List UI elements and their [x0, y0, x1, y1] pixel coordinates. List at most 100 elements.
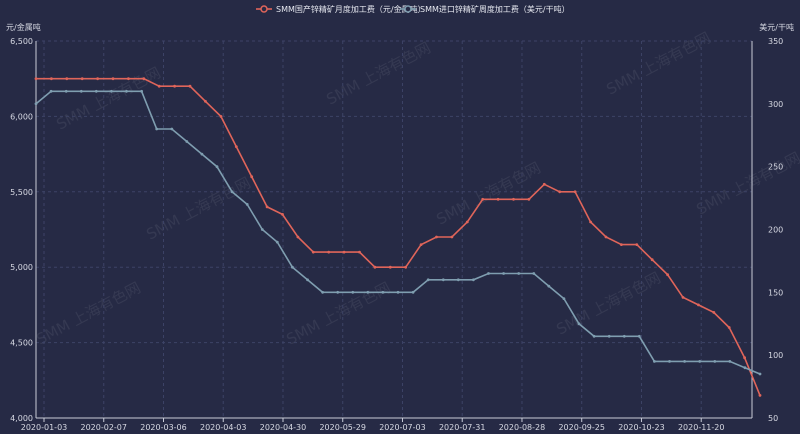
data-point [388, 265, 392, 269]
watermark-text: SMM 上海有色网 [693, 149, 800, 219]
data-point [80, 77, 84, 81]
data-point [188, 84, 192, 88]
data-point [34, 77, 38, 81]
left-tick-label: 5,000 [10, 263, 33, 272]
data-point [426, 278, 430, 282]
data-point [291, 265, 294, 269]
data-point [358, 250, 361, 254]
data-point [111, 77, 115, 81]
data-point [512, 197, 515, 201]
data-point [396, 290, 400, 294]
data-point [683, 360, 686, 363]
data-point [650, 258, 654, 262]
data-point [381, 290, 385, 294]
data-point [49, 89, 53, 93]
series-1 [34, 77, 762, 397]
data-point [573, 190, 577, 194]
data-point [373, 265, 377, 269]
series-line [36, 77, 761, 396]
watermark-text: SMM 上海有色网 [53, 64, 163, 134]
x-tick-label: 2020-04-03 [200, 423, 247, 432]
data-point [204, 99, 207, 103]
data-point [517, 272, 521, 275]
legend-swatch-marker [260, 5, 268, 13]
right-tick-label: 350 [768, 37, 783, 46]
data-point [635, 243, 639, 247]
watermark-text: SMM 上海有色网 [143, 174, 253, 244]
data-point [142, 77, 146, 81]
data-point [245, 203, 249, 206]
left-axis-unit: 元/金属吨 [6, 22, 41, 32]
right-tick-label: 150 [768, 288, 783, 297]
data-point [351, 290, 355, 294]
data-point [441, 278, 445, 282]
data-point [450, 235, 454, 239]
data-point [562, 297, 566, 300]
data-point [96, 77, 99, 81]
data-point [472, 278, 475, 282]
data-point [265, 205, 269, 209]
right-axis-unit: 美元/干吨 [759, 22, 794, 32]
data-point [296, 235, 300, 239]
data-point [713, 360, 717, 363]
data-point [604, 235, 608, 239]
left-tick-label: 4,000 [10, 414, 33, 423]
data-point [681, 296, 685, 299]
data-point [173, 84, 177, 88]
right-tick-label: 200 [768, 226, 783, 235]
data-point [743, 356, 746, 360]
data-point [126, 77, 130, 81]
data-point [281, 213, 284, 216]
grid-lines [36, 40, 752, 418]
legend-label: SMM进口锌精矿周度加工费（美元/干吨） [420, 4, 570, 14]
data-point [653, 360, 656, 363]
data-point [481, 197, 485, 201]
watermark-text: SMM 上海有色网 [553, 269, 663, 339]
data-point [502, 272, 505, 275]
legend-item-1[interactable]: SMM国产锌精矿月度加工费（元/金属吨） [256, 4, 426, 14]
series-2 [34, 89, 762, 376]
left-tick-label: 6,000 [10, 112, 33, 121]
watermark-text: SMM 上海有色网 [433, 159, 543, 229]
data-point [65, 77, 69, 81]
data-point [758, 372, 762, 376]
right-tick-label: 100 [768, 351, 783, 360]
x-tick-label: 2020-08-28 [499, 423, 546, 432]
watermark-text: SMM 上海有色网 [33, 279, 143, 349]
data-point [342, 250, 346, 254]
legend-swatch-marker [404, 5, 412, 13]
data-point [404, 265, 408, 269]
data-point [589, 220, 592, 224]
x-tick-label: 2020-09-25 [558, 423, 605, 432]
data-point [411, 290, 415, 294]
data-point [666, 273, 669, 277]
right-tick-label: 50 [768, 414, 778, 423]
data-point [637, 334, 641, 338]
x-tick-label: 2020-05-29 [319, 423, 366, 432]
data-point [110, 89, 113, 93]
legend-label: SMM国产锌精矿月度加工费（元/金属吨） [276, 4, 426, 14]
x-tick-label: 2020-10-23 [618, 423, 665, 432]
data-point [234, 145, 238, 149]
data-point [728, 360, 732, 363]
data-point [311, 250, 315, 254]
data-point [419, 243, 423, 247]
x-tick-label: 2020-04-30 [260, 423, 307, 432]
data-point [465, 220, 469, 224]
data-point [620, 243, 623, 247]
data-point [215, 165, 219, 169]
legend-item-2[interactable]: SMM进口锌精矿周度加工费（美元/干吨） [400, 4, 570, 14]
watermark-text: SMM 上海有色网 [323, 39, 433, 109]
watermark-text: SMM 上海有色网 [283, 279, 393, 349]
data-point [155, 127, 159, 131]
x-tick-label: 2020-01-03 [21, 423, 68, 432]
axes: 4,000 4,500 5,000 5,500 6,000 6,500 50 100 150 20… [10, 37, 783, 432]
data-point [157, 84, 161, 88]
data-point [527, 197, 531, 201]
legend[interactable]: SMM国产锌精矿月度加工费（元/金属吨）SMM进口锌精矿周度加工费（美元/干吨） [256, 4, 570, 14]
data-point [532, 272, 536, 275]
x-tick-label: 2020-03-06 [140, 423, 187, 432]
right-tick-label: 300 [768, 100, 783, 109]
